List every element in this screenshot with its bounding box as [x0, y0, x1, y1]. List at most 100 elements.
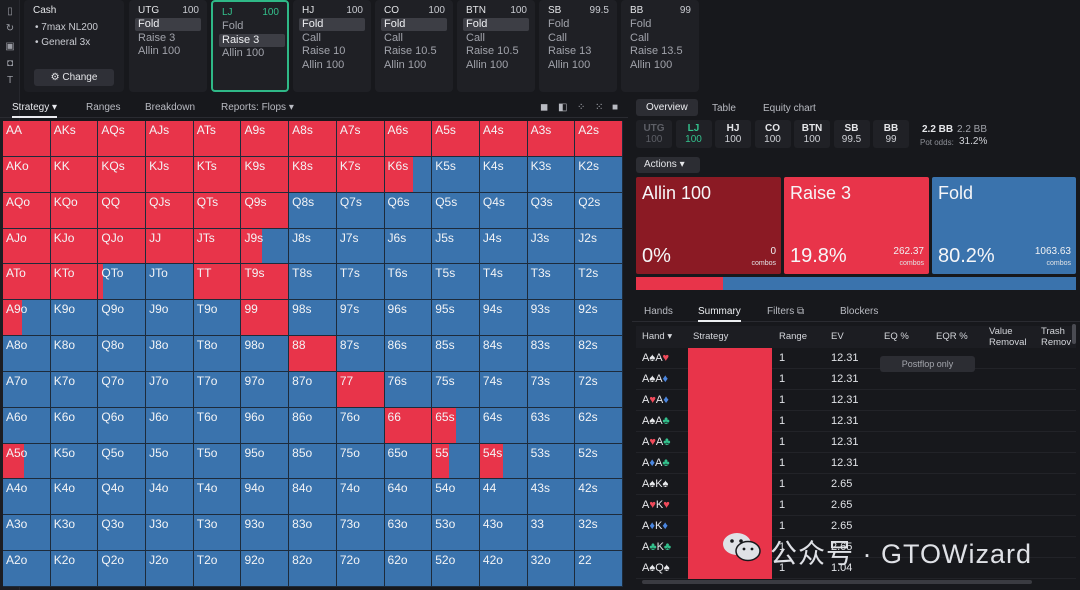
seat-btn[interactable]: BTN 100 — [794, 120, 830, 148]
hand-cell-A5o[interactable]: A5o — [3, 443, 51, 480]
hand-cell-52s[interactable]: 52s — [575, 443, 623, 480]
hand-cell-A4o[interactable]: A4o — [3, 479, 51, 516]
hand-cell-A7o[interactable]: A7o — [3, 371, 51, 408]
action-option[interactable]: Fold — [135, 18, 201, 31]
position-btn[interactable]: BTN 100 Fold Call Raise 10.5 Allin 100 — [457, 0, 535, 92]
hand-cell-J9s[interactable]: J9s — [241, 228, 290, 265]
table-row[interactable]: A♥A♦ 1 12.31 — [636, 390, 1076, 411]
hand-cell-T5o[interactable]: T5o — [193, 443, 242, 480]
hand-cell-72s[interactable]: 72s — [575, 371, 623, 408]
hand-cell-KTs[interactable]: KTs — [193, 156, 242, 193]
hand-cell-93s[interactable]: 93s — [527, 300, 576, 337]
position-lj[interactable]: LJ 100 Fold Raise 3 Allin 100 — [211, 0, 289, 92]
hand-cell-Q7s[interactable]: Q7s — [336, 192, 385, 229]
hand-cell-J8o[interactable]: J8o — [146, 336, 194, 372]
hand-cell-K9s[interactable]: K9s — [241, 156, 290, 193]
horizontal-scrollbar[interactable] — [642, 580, 1032, 584]
hand-cell-63s[interactable]: 63s — [527, 407, 576, 444]
hand-cell-QJs[interactable]: QJs — [146, 192, 194, 229]
col-eq[interactable]: EQ % — [884, 331, 909, 342]
hand-cell-53s[interactable]: 53s — [527, 443, 576, 480]
hand-cell-Q2o[interactable]: Q2o — [98, 551, 147, 587]
hand-cell-AKs[interactable]: AKs — [50, 121, 99, 157]
hand-cell-77[interactable]: 77 — [336, 371, 385, 408]
action-option[interactable]: Fold — [299, 18, 365, 31]
seat-utg[interactable]: UTG 100 — [636, 120, 672, 148]
hand-cell-T2s[interactable]: T2s — [575, 264, 623, 301]
hand-cell-T8o[interactable]: T8o — [193, 336, 242, 372]
hand-cell-62s[interactable]: 62s — [575, 407, 623, 444]
tab-table[interactable]: Table — [712, 103, 736, 114]
hand-cell-Q9o[interactable]: Q9o — [98, 300, 147, 337]
action-option[interactable]: Fold — [548, 18, 570, 30]
hand-cell-A8o[interactable]: A8o — [3, 336, 51, 372]
hand-cell-A6s[interactable]: A6s — [384, 121, 433, 157]
action-box-raise[interactable]: Raise 3 19.8% 262.37 combos — [784, 177, 929, 274]
action-option[interactable]: Call — [384, 31, 403, 44]
hand-cell-AA[interactable]: AA — [3, 121, 51, 157]
hand-cell-94s[interactable]: 94s — [479, 300, 528, 337]
col-range[interactable]: Range — [779, 331, 807, 342]
action-option[interactable]: Raise 3 — [219, 33, 285, 47]
hand-cell-J5o[interactable]: J5o — [146, 443, 194, 480]
hand-cell-42s[interactable]: 42s — [575, 479, 623, 516]
hand-cell-96o[interactable]: 96o — [241, 407, 290, 444]
hand-cell-Q8o[interactable]: Q8o — [98, 336, 147, 372]
hand-cell-94o[interactable]: 94o — [241, 479, 290, 516]
hand-cell-97o[interactable]: 97o — [241, 371, 290, 408]
hand-cell-65o[interactable]: 65o — [384, 443, 433, 480]
contrast-icon[interactable]: ◧ — [558, 102, 568, 113]
hand-cell-JTo[interactable]: JTo — [146, 264, 194, 301]
action-option[interactable]: Allin 100 — [302, 58, 345, 71]
hand-cell-T6o[interactable]: T6o — [193, 407, 242, 444]
hand-cell-T3o[interactable]: T3o — [193, 515, 242, 552]
hand-cell-A9s[interactable]: A9s — [241, 121, 290, 157]
hand-cell-JTs[interactable]: JTs — [193, 228, 242, 265]
action-box-fold[interactable]: Fold 80.2% 1063.63 combos — [932, 177, 1076, 274]
hand-cell-52o[interactable]: 52o — [432, 551, 480, 587]
position-bb[interactable]: BB 99 Fold Call Raise 13.5 Allin 100 — [621, 0, 699, 92]
hand-cell-54s[interactable]: 54s — [479, 443, 528, 480]
col-strategy[interactable]: Strategy — [693, 331, 729, 342]
action-option[interactable]: Fold — [381, 18, 447, 31]
seat-hj[interactable]: HJ 100 — [715, 120, 751, 148]
hand-cell-32o[interactable]: 32o — [527, 551, 576, 587]
action-option[interactable]: Raise 13.5 — [630, 45, 683, 57]
table-row[interactable]: A♥K♥ 1 2.65 — [636, 495, 1076, 516]
hand-cell-T4o[interactable]: T4o — [193, 479, 242, 516]
action-option[interactable]: Raise 13 — [548, 45, 592, 57]
hand-cell-44[interactable]: 44 — [479, 479, 528, 516]
hand-cell-J9o[interactable]: J9o — [146, 300, 194, 337]
hand-cell-K2s[interactable]: K2s — [575, 156, 623, 193]
col-hand[interactable]: Hand ▾ — [642, 331, 673, 342]
hand-cell-A8s[interactable]: A8s — [289, 121, 337, 157]
hand-cell-Q3s[interactable]: Q3s — [527, 192, 576, 229]
col-ev[interactable]: EV — [831, 331, 844, 342]
hand-cell-A2s[interactable]: A2s — [575, 121, 623, 157]
hand-cell-A2o[interactable]: A2o — [3, 551, 51, 587]
hand-cell-98s[interactable]: 98s — [289, 300, 337, 337]
hand-cell-82o[interactable]: 82o — [289, 551, 337, 587]
hand-cell-33[interactable]: 33 — [527, 515, 576, 552]
hand-cell-73o[interactable]: 73o — [336, 515, 385, 552]
hand-cell-T2o[interactable]: T2o — [193, 551, 242, 587]
tab-strategy[interactable]: Strategy ▾ — [12, 102, 58, 118]
hand-cell-76s[interactable]: 76s — [384, 371, 433, 408]
table-row[interactable]: A♠A♣ 1 12.31 — [636, 411, 1076, 432]
hand-cell-Q3o[interactable]: Q3o — [98, 515, 147, 552]
hand-cell-92o[interactable]: 92o — [241, 551, 290, 587]
hand-cell-72o[interactable]: 72o — [336, 551, 385, 587]
hand-cell-T9s[interactable]: T9s — [241, 264, 290, 301]
square-icon[interactable]: ■ — [612, 102, 619, 113]
hand-cell-K9o[interactable]: K9o — [50, 300, 99, 337]
hand-cell-J6o[interactable]: J6o — [146, 407, 194, 444]
hand-cell-54o[interactable]: 54o — [432, 479, 480, 516]
tab-summary[interactable]: Summary — [698, 306, 741, 322]
hand-cell-J3s[interactable]: J3s — [527, 228, 576, 265]
hand-cell-J4s[interactable]: J4s — [479, 228, 528, 265]
hand-cell-Q6s[interactable]: Q6s — [384, 192, 433, 229]
hand-cell-64o[interactable]: 64o — [384, 479, 433, 516]
hand-cell-95s[interactable]: 95s — [432, 300, 480, 337]
hand-cell-KJs[interactable]: KJs — [146, 156, 194, 193]
hand-cell-J2s[interactable]: J2s — [575, 228, 623, 265]
